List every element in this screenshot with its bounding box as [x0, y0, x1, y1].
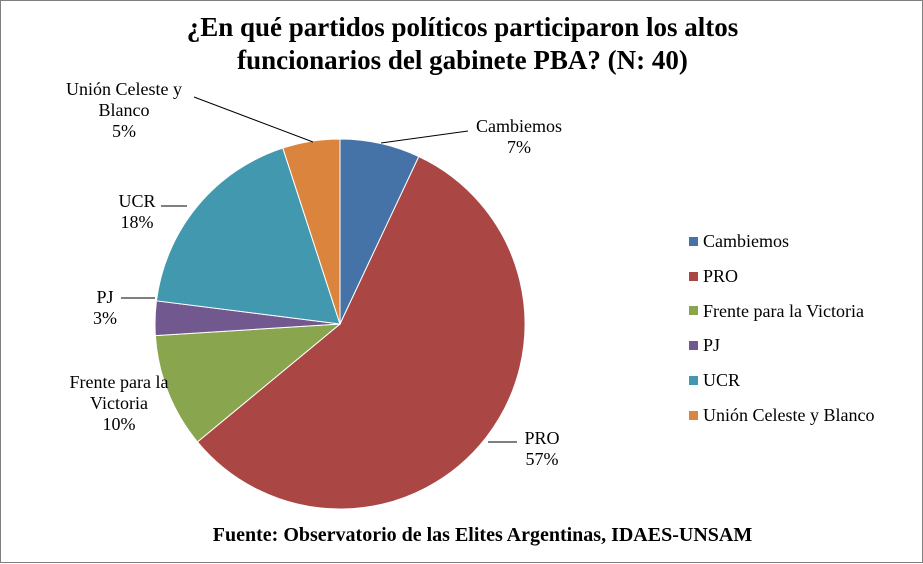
chart-legend: Cambiemos PRO Frente para la Victoria PJ UCR… [689, 224, 914, 433]
legend-item-frente-para-la-victoria: Frente para la Victoria [689, 294, 914, 329]
chart-title-line-1: ¿En qué partidos políticos participaron … [186, 12, 739, 42]
legend-label: PRO [703, 265, 739, 286]
legend-label: UCR [703, 370, 741, 391]
legend-label: PJ [703, 335, 721, 356]
data-label-pro: PRO [524, 428, 559, 448]
data-label-ucr: 18% [121, 212, 154, 232]
legend-swatch [689, 376, 698, 386]
leader-line-unión-celeste-y-blanco [193, 96, 314, 143]
data-label-frente-para-la-victoria: 10% [103, 414, 136, 434]
chart-title: ¿En qué partidos políticos participaron … [1, 11, 923, 77]
data-label-unión-celeste-y-blanco: Unión Celeste y [66, 79, 182, 99]
legend-label: Cambiemos [703, 231, 789, 251]
legend-label: Unión Celeste y Blanco [703, 404, 875, 425]
pie-slice-frente-para-la-victoria [154, 323, 342, 443]
legend-item-cambiemos: Cambiemos [689, 224, 914, 259]
pie-slice-pro [196, 155, 526, 510]
data-label-unión-celeste-y-blanco: Blanco [99, 100, 150, 120]
data-label-cambiemos: Cambiemos [476, 116, 562, 136]
pie-slice-ucr [155, 147, 341, 325]
legend-item-ucr: UCR [689, 363, 914, 398]
legend-item-pro: PRO [689, 259, 914, 294]
leader-line-cambiemos [380, 130, 469, 144]
legend-item-pj: PJ [689, 328, 914, 363]
data-label-pro: 57% [526, 449, 559, 469]
legend-swatch [689, 306, 698, 316]
data-label-unión-celeste-y-blanco: 5% [112, 121, 136, 141]
data-label-frente-para-la-victoria: Victoria [90, 393, 148, 413]
legend-swatch [689, 410, 698, 420]
chart-footer: Fuente: Observatorio de las Elites Argen… [212, 524, 753, 546]
legend-swatch [689, 271, 698, 281]
legend-item-unión-celeste-y-blanco: Unión Celeste y Blanco [689, 398, 914, 433]
data-label-cambiemos: 7% [507, 137, 531, 157]
legend-label: Frente para la Victoria [703, 300, 865, 321]
data-label-pj: 3% [93, 308, 117, 328]
data-label-frente-para-la-victoria: Frente para la [70, 372, 169, 392]
legend-swatch [689, 341, 698, 351]
chart-title-line-2: funcionarios del gabinete PBA? (N: 40) [237, 45, 688, 75]
data-label-ucr: UCR [118, 191, 155, 211]
data-label-pj: PJ [96, 287, 113, 307]
legend-swatch [689, 236, 698, 246]
